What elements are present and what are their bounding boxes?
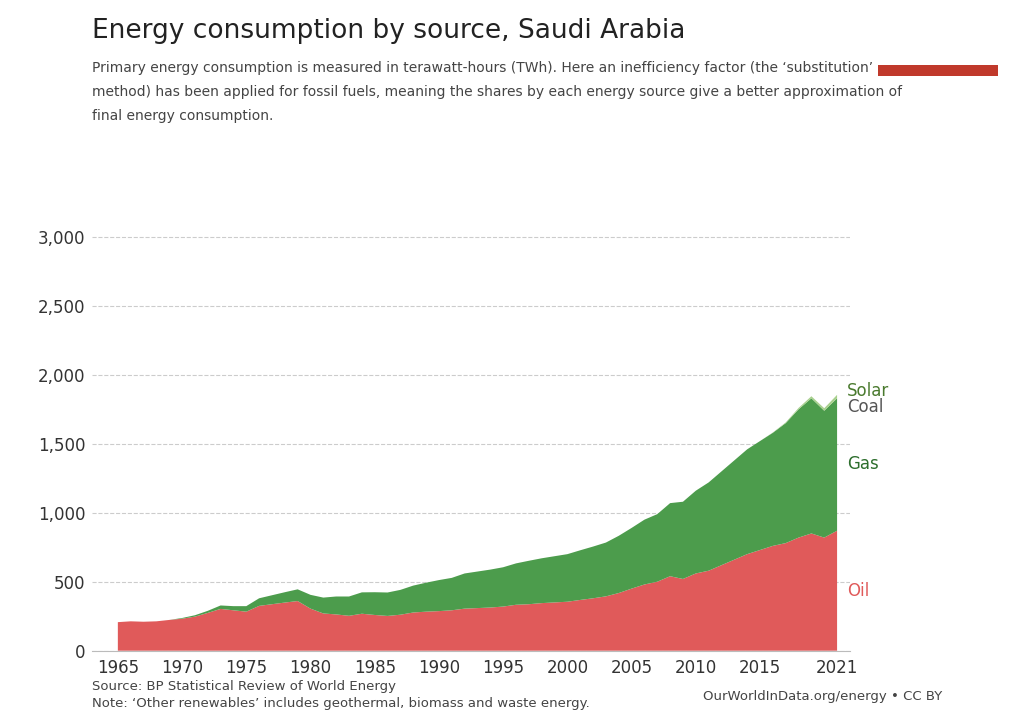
- Text: Solar: Solar: [847, 382, 890, 401]
- Text: in Data: in Data: [911, 43, 965, 56]
- Text: method) has been applied for fossil fuels, meaning the shares by each energy sou: method) has been applied for fossil fuel…: [92, 85, 902, 99]
- Text: OurWorldInData.org/energy • CC BY: OurWorldInData.org/energy • CC BY: [702, 690, 942, 703]
- Text: Energy consumption by source, Saudi Arabia: Energy consumption by source, Saudi Arab…: [92, 18, 685, 44]
- Text: final energy consumption.: final energy consumption.: [92, 109, 273, 123]
- Text: Gas: Gas: [847, 455, 879, 474]
- Text: Our World: Our World: [900, 25, 976, 38]
- Text: Oil: Oil: [847, 582, 869, 599]
- Text: Primary energy consumption is measured in terawatt-hours (TWh). Here an ineffici: Primary energy consumption is measured i…: [92, 61, 873, 75]
- Bar: [878, 65, 998, 76]
- Text: Note: ‘Other renewables’ includes geothermal, biomass and waste energy.: Note: ‘Other renewables’ includes geothe…: [92, 697, 590, 710]
- Text: Source: BP Statistical Review of World Energy: Source: BP Statistical Review of World E…: [92, 680, 396, 693]
- Text: Coal: Coal: [847, 398, 884, 416]
